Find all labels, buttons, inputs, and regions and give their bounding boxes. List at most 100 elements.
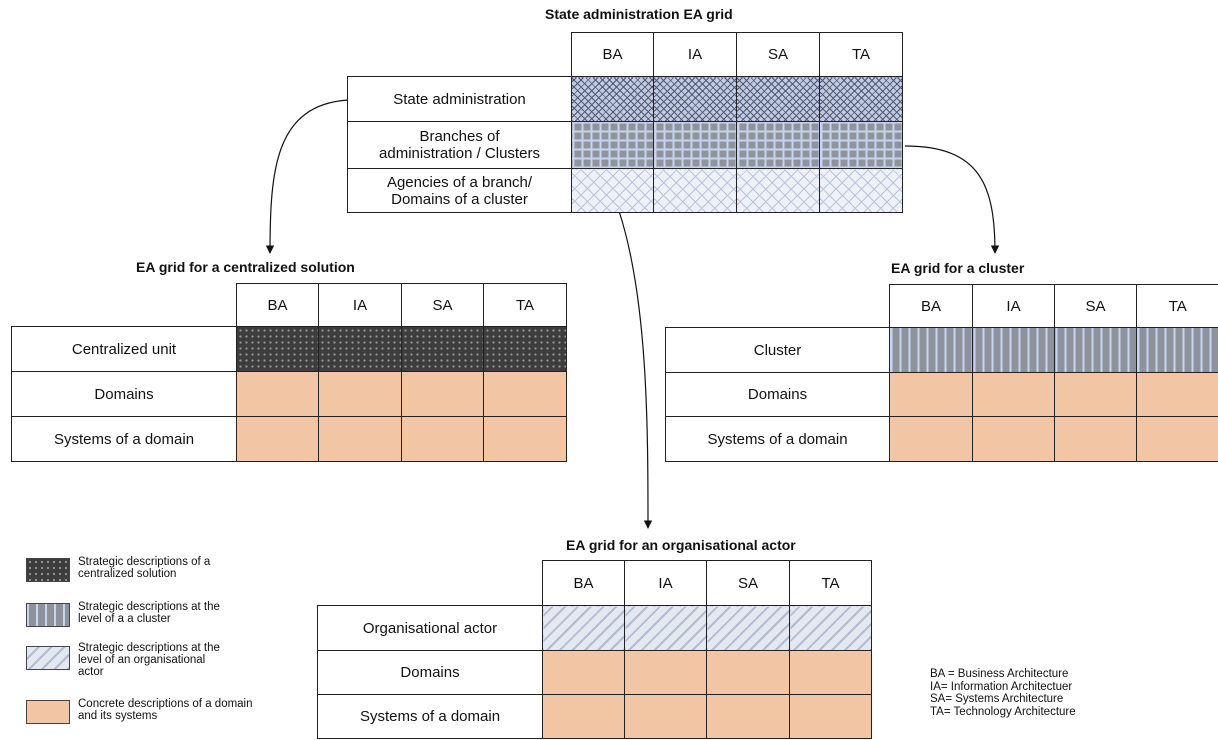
grid-cell [624, 694, 707, 739]
grid-cell [789, 650, 872, 695]
grid-cell [972, 416, 1055, 462]
grid-cell [972, 327, 1055, 373]
grid-cell [401, 326, 484, 372]
abbreviation-ia: IA= Information Architectuer [930, 680, 1073, 693]
legend-text: Strategic descriptions at the level of a… [78, 601, 220, 625]
column-header-ba: BA [889, 284, 973, 328]
row-label: Organisational actor [317, 605, 543, 651]
grid-cell [736, 168, 820, 213]
column-header-sa: SA [706, 560, 790, 606]
state-administration-ea-grid: BA IA SA TA State administration Branche… [347, 32, 903, 213]
corner-cell [12, 284, 237, 327]
grid-cell [236, 326, 319, 372]
row-label: Domains [317, 650, 543, 695]
grid-cell [1054, 372, 1137, 417]
arrow-to-cluster-grid [904, 145, 1000, 254]
column-header-ba: BA [542, 560, 625, 606]
row-label: Domains [665, 372, 890, 417]
grid-cell [653, 168, 737, 213]
grid-cell [889, 416, 973, 462]
grid-cell [1054, 416, 1137, 462]
grid-cell [819, 121, 903, 169]
cluster-ea-grid: BA IA SA TA Cluster Domains Systems of a… [665, 284, 1218, 462]
column-header-ia: IA [624, 560, 707, 606]
row-label: Domains [11, 371, 237, 417]
grid-cell [318, 326, 402, 372]
column-header-sa: SA [1054, 284, 1137, 328]
grid-cell [736, 121, 820, 169]
column-header-ta: TA [483, 283, 567, 327]
legend-item-organisational-actor: Strategic descriptions at the level of a… [26, 642, 316, 686]
column-header-ia: IA [653, 32, 737, 77]
legend-swatch [26, 700, 70, 724]
row-label: Branches of administration / Clusters [347, 121, 572, 169]
centralized-grid-title: EA grid for a centralized solution [136, 259, 355, 275]
centralized-solution-ea-grid: BA IA SA TA Centralized unit Domains Sys… [11, 283, 567, 462]
grid-cell [483, 371, 567, 417]
column-header-sa: SA [401, 283, 484, 327]
grid-cell [571, 76, 654, 122]
grid-cell [1136, 372, 1218, 417]
row-label: Systems of a domain [317, 694, 543, 739]
column-header-ta: TA [819, 32, 903, 77]
column-header-ia: IA [318, 283, 402, 327]
grid-cell [889, 372, 973, 417]
grid-cell [401, 371, 484, 417]
row-label: Centralized unit [11, 326, 237, 372]
grid-cell [972, 372, 1055, 417]
grid-cell [236, 416, 319, 462]
grid-cell [483, 326, 567, 372]
arrow-to-actor-grid [618, 210, 653, 529]
row-label: Systems of a domain [665, 416, 890, 462]
grid-cell [819, 76, 903, 122]
legend-swatch [26, 558, 70, 582]
grid-cell [236, 371, 319, 417]
row-label: Cluster [665, 327, 890, 373]
grid-cell [789, 605, 872, 651]
grid-cell [736, 76, 820, 122]
legend-swatch [26, 603, 70, 627]
grid-cell [318, 371, 402, 417]
grid-cell [318, 416, 402, 462]
grid-cell [706, 694, 790, 739]
legend-text: Strategic descriptions of a centralized … [78, 556, 211, 580]
grid-cell [653, 121, 737, 169]
legend-swatch [26, 646, 70, 670]
row-label: State administration [347, 76, 572, 122]
row-label: Systems of a domain [11, 416, 237, 462]
grid-cell [542, 650, 625, 695]
grid-cell [819, 168, 903, 213]
row-label: Agencies of a branch/ Domains of a clust… [347, 168, 572, 213]
grid-cell [706, 650, 790, 695]
column-header-sa: SA [736, 32, 820, 77]
column-header-ta: TA [789, 560, 872, 606]
abbreviation-ba: BA = Business Architecture [930, 668, 1069, 680]
actor-grid-title: EA grid for an organisational actor [566, 537, 796, 553]
organisational-actor-ea-grid: BA IA SA TA Organisational actor Domains… [317, 560, 872, 739]
grid-cell [401, 416, 484, 462]
arrow-to-centralized-grid [265, 99, 349, 254]
abbreviation-ta: TA= Technology Architecture [930, 705, 1076, 718]
grid-cell [1136, 416, 1218, 462]
column-header-ta: TA [1136, 284, 1218, 328]
grid-cell [571, 168, 654, 213]
grid-cell [542, 605, 625, 651]
abbreviation-sa: SA= Systems Architecture [930, 693, 1064, 705]
corner-cell [666, 285, 890, 328]
legend-text: Strategic descriptions at the level of a… [78, 642, 220, 678]
column-header-ia: IA [972, 284, 1055, 328]
column-header-ba: BA [571, 32, 654, 77]
grid-cell [624, 605, 707, 651]
grid-cell [571, 121, 654, 169]
grid-cell [889, 327, 973, 373]
grid-cell [653, 76, 737, 122]
grid-cell [542, 694, 625, 739]
grid-cell [1054, 327, 1137, 373]
column-header-ba: BA [236, 283, 319, 327]
grid-cell [624, 650, 707, 695]
legend-item-domain: Concrete descriptions of a domain and it… [26, 698, 316, 738]
abbreviations-list: BA = Business Architecture IA= Informati… [930, 668, 1076, 718]
corner-cell [318, 561, 543, 606]
grid-cell [789, 694, 872, 739]
